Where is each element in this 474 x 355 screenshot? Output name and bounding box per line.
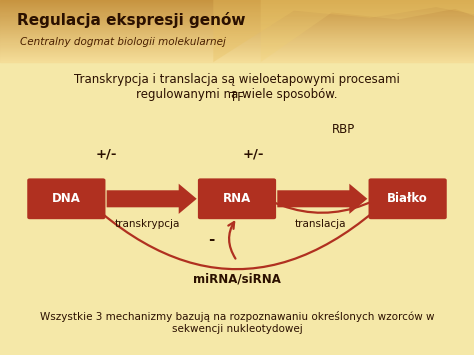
- Bar: [0, 28, 474, 29]
- Text: Wszystkie 3 mechanizmy bazują na rozpoznawaniu określonych wzorców w
sekwencji n: Wszystkie 3 mechanizmy bazują na rozpozn…: [40, 311, 434, 334]
- FancyBboxPatch shape: [198, 178, 276, 219]
- Bar: [0, 50, 474, 51]
- Text: -: -: [208, 232, 214, 247]
- FancyArrowPatch shape: [241, 182, 405, 213]
- Bar: [0, 21, 474, 22]
- Bar: [0, 29, 474, 30]
- Text: +/-: +/-: [96, 148, 118, 161]
- Bar: [0, 24, 474, 25]
- Bar: [0, 23, 474, 24]
- Bar: [0, 30, 474, 31]
- Polygon shape: [277, 184, 367, 214]
- FancyArrowPatch shape: [70, 182, 406, 269]
- Bar: [0, 48, 474, 49]
- Bar: [0, 6, 474, 7]
- Bar: [0, 61, 474, 62]
- Bar: [0, 36, 474, 37]
- Text: translacja: translacja: [294, 219, 346, 229]
- Bar: [0, 26, 474, 27]
- Polygon shape: [213, 0, 474, 62]
- Text: Białko: Białko: [387, 192, 428, 205]
- Bar: [0, 53, 474, 54]
- Bar: [0, 27, 474, 28]
- Bar: [0, 52, 474, 53]
- Bar: [0, 38, 474, 39]
- Bar: [0, 31, 474, 32]
- Bar: [0, 16, 474, 17]
- Bar: [0, 8, 474, 9]
- Bar: [0, 0, 474, 1]
- Bar: [0, 56, 474, 57]
- Bar: [0, 9, 474, 10]
- Bar: [0, 7, 474, 8]
- Bar: [0, 47, 474, 48]
- Bar: [0, 18, 474, 20]
- Bar: [0, 15, 474, 16]
- Text: transkrypcja: transkrypcja: [114, 219, 180, 229]
- Bar: [0, 13, 474, 15]
- Bar: [0, 39, 474, 40]
- Bar: [0, 5, 474, 6]
- Bar: [0, 4, 474, 5]
- FancyArrowPatch shape: [228, 222, 236, 258]
- Bar: [0, 60, 474, 61]
- Text: Regulacja ekspresji genów: Regulacja ekspresji genów: [17, 12, 245, 28]
- Text: Centralny dogmat biologii molekularnej: Centralny dogmat biologii molekularnej: [20, 37, 226, 47]
- Bar: [0, 32, 474, 33]
- Bar: [0, 12, 474, 13]
- Bar: [0, 35, 474, 36]
- Bar: [0, 2, 474, 3]
- Bar: [0, 40, 474, 42]
- Bar: [0, 57, 474, 58]
- Bar: [0, 25, 474, 26]
- Bar: [0, 55, 474, 56]
- Bar: [0, 34, 474, 35]
- Bar: [0, 59, 474, 60]
- Bar: [0, 17, 474, 18]
- Bar: [0, 37, 474, 38]
- Bar: [0, 11, 474, 12]
- Polygon shape: [261, 0, 474, 62]
- Bar: [0, 42, 474, 43]
- Polygon shape: [107, 184, 197, 214]
- Bar: [0, 1, 474, 2]
- Text: RBP: RBP: [332, 123, 356, 136]
- Bar: [0, 22, 474, 23]
- Bar: [0, 3, 474, 4]
- Bar: [0, 58, 474, 59]
- Text: Transkrypcja i translacja są wieloetapowymi procesami
regulowanymi na wiele spos: Transkrypcja i translacja są wieloetapow…: [74, 73, 400, 101]
- Text: RNA: RNA: [223, 192, 251, 205]
- Bar: [0, 45, 474, 47]
- Text: DNA: DNA: [52, 192, 81, 205]
- Bar: [0, 33, 474, 34]
- Bar: [0, 10, 474, 11]
- Text: miRNA/siRNA: miRNA/siRNA: [193, 272, 281, 285]
- Text: TF: TF: [230, 91, 244, 104]
- Bar: [0, 51, 474, 52]
- FancyBboxPatch shape: [368, 178, 447, 219]
- Bar: [0, 54, 474, 55]
- FancyBboxPatch shape: [27, 178, 106, 219]
- Bar: [0, 49, 474, 50]
- Bar: [0, 44, 474, 45]
- Bar: [0, 20, 474, 21]
- Text: +/-: +/-: [243, 148, 264, 161]
